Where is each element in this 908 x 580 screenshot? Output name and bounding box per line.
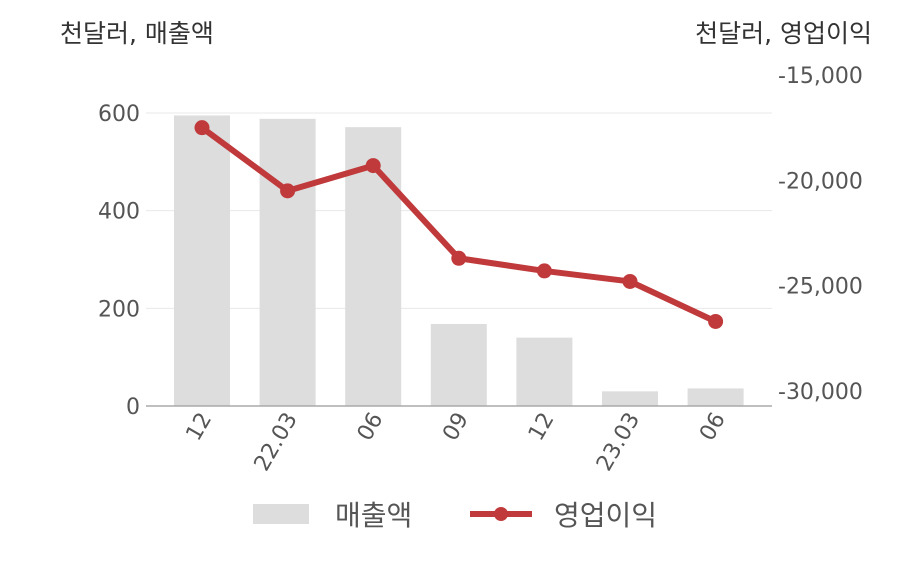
legend-bar-swatch [253,504,309,524]
revenue-bar [687,388,744,406]
legend-label-revenue: 매출액 [335,499,413,532]
gridlines [146,112,772,309]
revenue-bar [174,115,230,407]
x-tick-label: 12 [524,409,560,446]
legend-item-revenue: 매출액 [253,494,412,534]
right-tick-label: -30,000 [778,380,863,405]
x-tick-label: 06 [353,409,389,446]
operating-profit-point [708,313,724,329]
x-tick-label: 12 [182,409,218,446]
x-tick-label: 09 [438,409,474,446]
x-axis-ticks: 12 22.03 06 09 12 23.03 06 [182,409,731,476]
x-tick-label: 22.03 [250,409,303,476]
left-tick-label: 0 [126,395,140,420]
left-axis-ticks: 600 400 200 0 [98,102,140,420]
left-tick-label: 400 [98,200,140,225]
legend-label-operating-profit: 영업이익 [554,499,658,532]
right-axis-ticks: -15,000 -20,000 -25,000 -30,000 [778,64,863,405]
revenue-bar [259,118,316,407]
line-series [194,120,724,329]
right-tick-label: -20,000 [778,169,863,194]
operating-profit-point [280,183,296,199]
revenue-bar [516,337,573,406]
left-axis-unit-label: 천달러, 매출액 [60,19,214,48]
operating-profit-point [194,120,210,136]
left-tick-label: 200 [98,297,140,322]
legend-line-swatch [470,504,532,524]
operating-profit-point [622,273,638,289]
operating-profit-point [536,263,552,279]
right-tick-label: -15,000 [778,64,863,89]
legend-item-operating-profit: 영업이익 [470,494,657,534]
right-tick-label: -25,000 [778,275,863,300]
operating-profit-point [451,250,467,266]
revenue-bar [602,391,658,406]
x-tick-label: 06 [695,409,731,446]
left-tick-label: 600 [98,102,140,127]
operating-profit-point [365,158,381,174]
bar-series [174,115,744,407]
legend: 매출액 영업이익 [0,494,908,534]
revenue-bar [430,323,487,406]
right-axis-unit-label: 천달러, 영업이익 [695,19,872,48]
x-tick-label: 23.03 [592,409,645,476]
